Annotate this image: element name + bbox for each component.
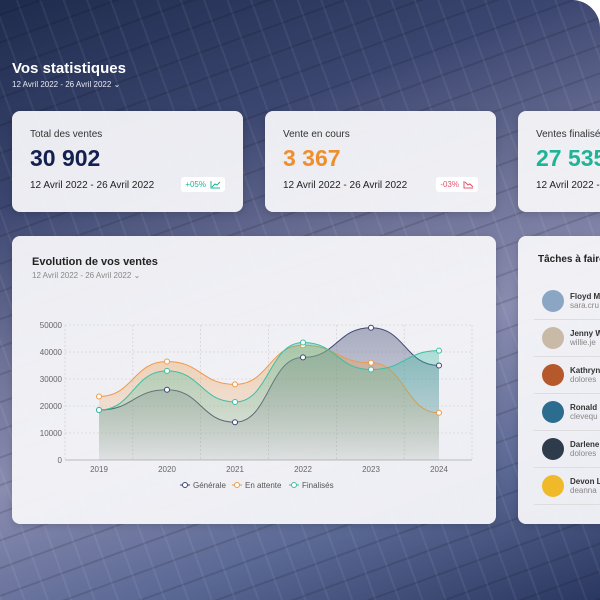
tasks-title: Tâches à faire xyxy=(538,254,600,265)
line-En attente xyxy=(98,344,440,414)
data-point xyxy=(96,393,102,400)
delta-value: -03% xyxy=(440,180,459,189)
line-Finalisés xyxy=(98,342,440,411)
kpi-value: 30 902 xyxy=(30,145,101,171)
legend-label: En attente xyxy=(245,481,282,490)
chevron-down-icon: ⌄ xyxy=(113,80,121,89)
task-name: Kathryn xyxy=(570,366,600,375)
data-point xyxy=(300,339,306,346)
y-tick-label: 40000 xyxy=(40,348,63,357)
x-tick-label: 2022 xyxy=(294,465,312,474)
date-range-label: 12 Avril 2022 - 26 Avril 2022 xyxy=(12,80,112,89)
kpi-label: Ventes finalisées xyxy=(536,129,600,140)
data-point xyxy=(436,409,442,416)
chart-title: Evolution de vos ventes xyxy=(32,256,158,268)
legend-marker xyxy=(291,482,297,488)
data-point xyxy=(232,419,238,426)
chart-date-label: 12 Avril 2022 - 26 Avril 2022 xyxy=(32,271,132,280)
avatar xyxy=(542,438,564,460)
y-tick-label: 0 xyxy=(58,456,63,465)
x-tick-label: 2021 xyxy=(226,465,244,474)
task-name: Devon L xyxy=(570,477,600,486)
legend-label: Générale xyxy=(193,481,226,490)
data-point xyxy=(232,398,238,405)
avatar xyxy=(542,290,564,312)
avatar xyxy=(542,327,564,349)
data-point xyxy=(232,381,238,388)
avatar xyxy=(542,364,564,386)
data-point xyxy=(368,366,374,373)
data-point xyxy=(436,347,442,354)
kpi-label: Vente en cours xyxy=(283,129,350,140)
y-tick-label: 10000 xyxy=(40,429,63,438)
task-email: clevequ xyxy=(570,412,598,421)
data-point xyxy=(300,354,306,361)
task-name: Darlene xyxy=(570,440,600,449)
task-item[interactable]: Kathryn dolores xyxy=(534,357,600,394)
kpi-card-total: Total des ventes 30 902 12 Avril 2022 - … xyxy=(12,111,243,212)
task-email: deanna xyxy=(570,486,597,495)
kpi-delta-badge: +05% xyxy=(181,177,225,192)
task-item[interactable]: Ronald clevequ xyxy=(534,394,600,431)
avatar xyxy=(542,475,564,497)
task-email: willie.je xyxy=(570,338,596,347)
data-point xyxy=(164,386,170,393)
kpi-card-pending: Vente en cours 3 367 12 Avril 2022 - 26 … xyxy=(265,111,496,212)
x-tick-label: 2020 xyxy=(158,465,176,474)
avatar xyxy=(542,401,564,423)
chevron-down-icon: ⌄ xyxy=(133,271,141,280)
kpi-delta-badge: -03% xyxy=(436,177,478,192)
y-tick-label: 50000 xyxy=(40,321,63,330)
kpi-value: 3 367 xyxy=(283,145,341,171)
trend-up-icon xyxy=(210,181,221,189)
data-point xyxy=(436,362,442,369)
x-tick-label: 2019 xyxy=(90,465,108,474)
data-point xyxy=(164,358,170,365)
data-point xyxy=(96,407,102,414)
y-tick-label: 30000 xyxy=(40,375,63,384)
task-email: dolores xyxy=(570,375,597,384)
kpi-date: 12 Avril 2022 - 26 Avril 2022 xyxy=(536,180,600,191)
page-title: Vos statistiques xyxy=(12,60,126,77)
task-email: sara.cru xyxy=(570,301,599,310)
task-item[interactable]: Darlene dolores xyxy=(534,431,600,468)
data-point xyxy=(368,359,374,366)
task-name: Floyd M xyxy=(570,292,600,301)
legend-marker xyxy=(182,482,188,488)
kpi-date: 12 Avril 2022 - 26 Avril 2022 xyxy=(283,180,408,191)
y-tick-label: 20000 xyxy=(40,402,63,411)
x-tick-label: 2024 xyxy=(430,465,448,474)
task-name: Jenny W xyxy=(570,329,600,338)
kpi-date: 12 Avril 2022 - 26 Avril 2022 xyxy=(30,180,155,191)
trend-down-icon xyxy=(463,181,474,189)
chart-date-dropdown[interactable]: 12 Avril 2022 - 26 Avril 2022 ⌄ xyxy=(32,271,140,280)
kpi-card-finalized: Ventes finalisées 27 535 12 Avril 2022 -… xyxy=(518,111,600,212)
task-name: Ronald xyxy=(570,403,598,412)
legend-marker xyxy=(234,482,240,488)
data-point xyxy=(368,324,374,331)
legend-label: Finalisés xyxy=(302,481,334,490)
kpi-label: Total des ventes xyxy=(30,129,103,140)
area-Finalisés xyxy=(99,342,439,460)
delta-value: +05% xyxy=(185,180,206,189)
task-email: dolores xyxy=(570,449,597,458)
date-range-dropdown[interactable]: 12 Avril 2022 - 26 Avril 2022 ⌄ xyxy=(12,80,120,89)
kpi-value: 27 535 xyxy=(536,145,600,171)
x-tick-label: 2023 xyxy=(362,465,380,474)
data-point xyxy=(164,367,170,374)
